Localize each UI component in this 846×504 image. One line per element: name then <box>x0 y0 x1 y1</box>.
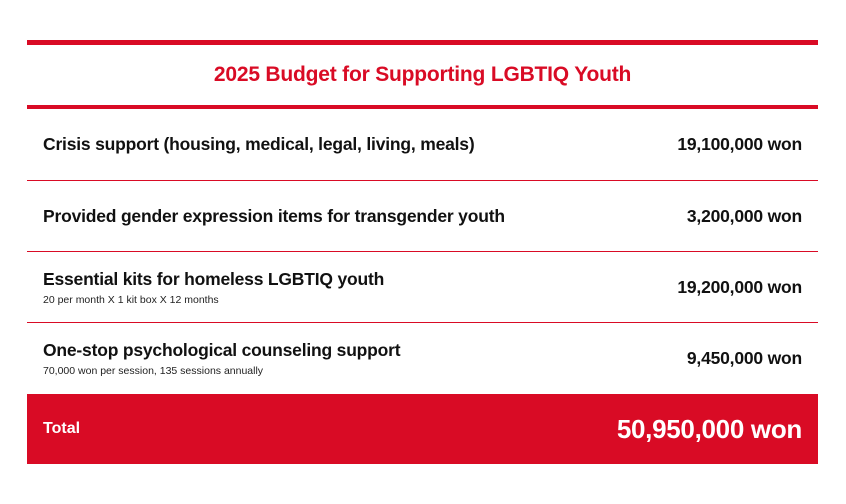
budget-item-label: Provided gender expression items for tra… <box>43 205 505 226</box>
budget-table: 2025 Budget for Supporting LGBTIQ Youth … <box>27 40 818 464</box>
table-title: 2025 Budget for Supporting LGBTIQ Youth <box>213 63 632 86</box>
budget-item-amount: 9,450,000 won <box>686 348 802 368</box>
budget-item-note: 20 per month X 1 kit box X 12 months <box>43 293 219 306</box>
budget-row-essential-kits: Essential kits for homeless LGBTIQ youth… <box>27 252 818 323</box>
total-amount: 50,950,000 won <box>616 413 802 444</box>
budget-row-crisis-support: Crisis support (housing, medical, legal,… <box>27 109 818 181</box>
budget-item-note: 70,000 won per session, 135 sessions ann… <box>43 365 264 377</box>
top-divider <box>27 40 818 45</box>
budget-item-label: Crisis support (housing, medical, legal,… <box>43 134 475 154</box>
budget-row-description: Essential kits for homeless LGBTIQ youth… <box>43 269 384 306</box>
budget-item-label: Essential kits for homeless LGBTIQ youth <box>43 268 385 289</box>
budget-row-counseling-support: One-stop psychological counseling suppor… <box>27 323 818 394</box>
budget-row-description: Provided gender expression items for tra… <box>43 206 505 227</box>
budget-row-description: Crisis support (housing, medical, legal,… <box>43 134 475 155</box>
budget-item-amount: 19,200,000 won <box>677 276 802 297</box>
budget-item-amount: 19,100,000 won <box>677 134 802 154</box>
budget-item-label: One-stop psychological counseling suppor… <box>43 340 401 360</box>
title-divider <box>27 105 818 109</box>
budget-item-amount: 3,200,000 won <box>686 205 802 226</box>
total-label: Total <box>43 420 81 437</box>
budget-row-gender-expression-items: Provided gender expression items for tra… <box>27 181 818 252</box>
budget-row-description: One-stop psychological counseling suppor… <box>43 340 401 377</box>
total-row: Total 50,950,000 won <box>27 394 818 464</box>
